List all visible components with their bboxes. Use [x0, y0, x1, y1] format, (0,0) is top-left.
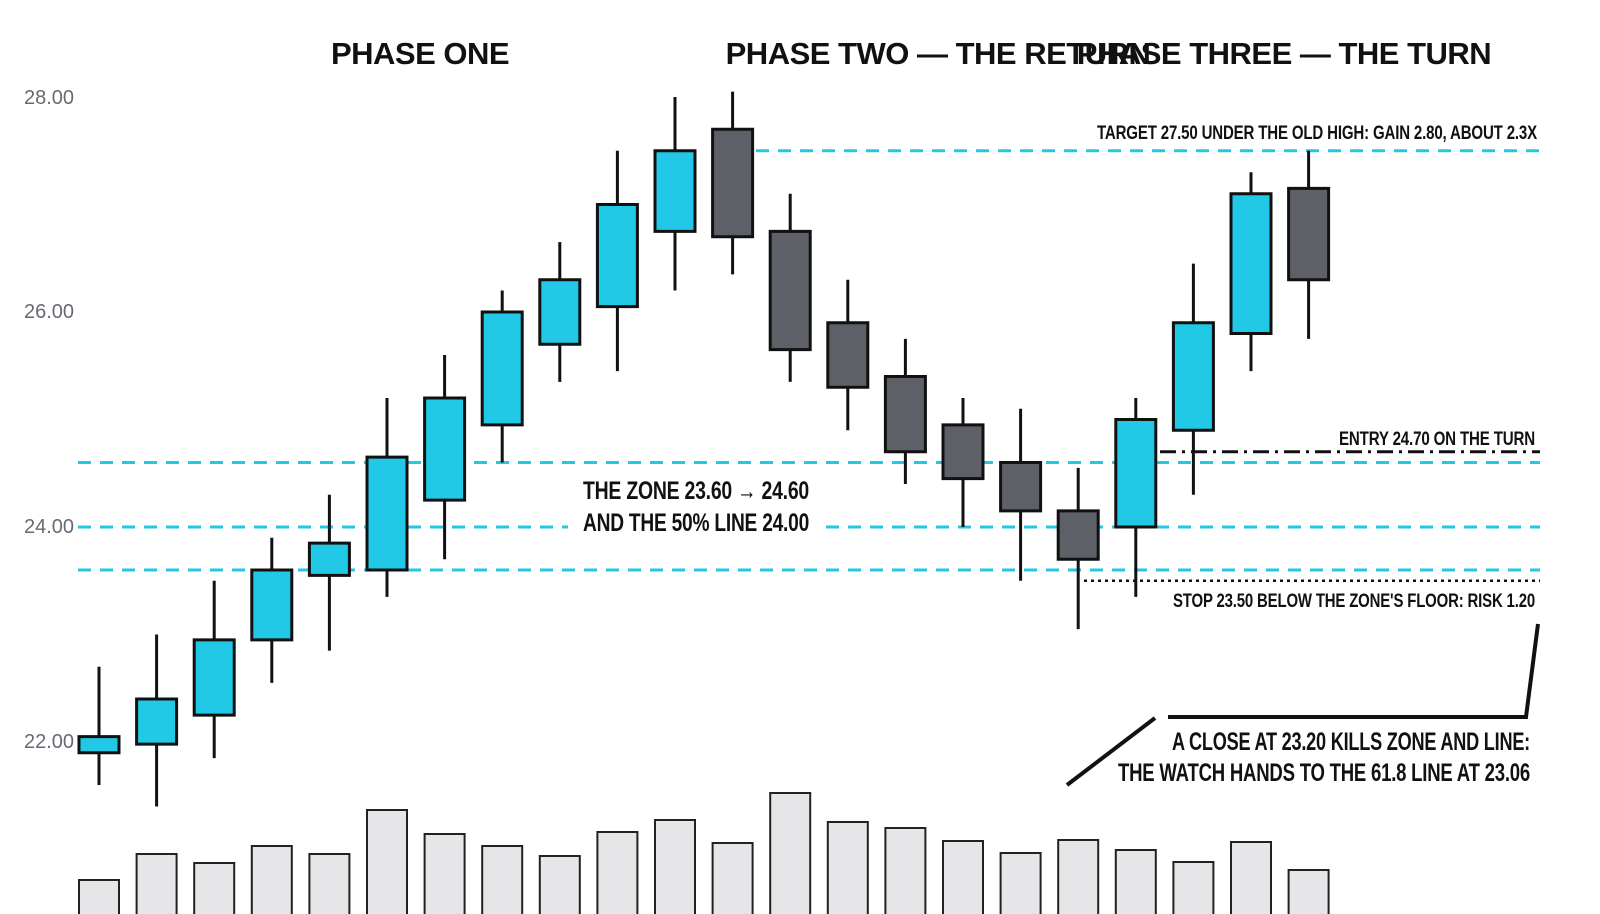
- zone-annotation-line-2: AND THE 50% LINE 24.00: [583, 509, 809, 537]
- kill-annotation-line-1: A CLOSE AT 23.20 KILLS ZONE AND LINE:: [1172, 728, 1530, 756]
- volume-bar: [1114, 849, 1157, 914]
- candle-body-up: [1229, 192, 1273, 335]
- candle-body-up: [307, 541, 351, 577]
- candle: [365, 398, 409, 597]
- candle: [1056, 467, 1100, 630]
- phase-three-heading: PHASE THREE — THE TURN: [1077, 36, 1491, 71]
- candle: [135, 634, 179, 807]
- candle: [192, 580, 236, 759]
- volume-bar: [1230, 841, 1272, 914]
- candle-body-up: [480, 310, 524, 427]
- volume-bar: [538, 855, 581, 914]
- volume-bar: [596, 831, 639, 914]
- candle-body-up: [250, 568, 294, 642]
- candle: [1287, 150, 1331, 339]
- candle-body-up: [423, 396, 467, 502]
- zone-label-backdrop: [568, 470, 824, 542]
- candle-body-up: [595, 203, 639, 309]
- stop-annotation: STOP 23.50 BELOW THE ZONE'S FLOOR: RISK …: [1173, 591, 1535, 612]
- candle: [1229, 172, 1273, 372]
- candle-body-down: [1056, 509, 1100, 561]
- candle: [538, 242, 582, 382]
- volume-bar: [481, 845, 524, 914]
- volume-bar: [654, 819, 696, 914]
- candle-body-up: [1171, 321, 1215, 432]
- y-tick-label: 24.00: [24, 516, 74, 538]
- candle-body-down: [999, 461, 1043, 513]
- candle: [768, 193, 812, 382]
- y-tick-label: 22.00: [24, 731, 74, 753]
- volume-bars: [78, 792, 1330, 914]
- candle-body-down: [1287, 186, 1331, 282]
- candle: [480, 290, 524, 463]
- candle: [595, 150, 639, 372]
- candle: [1171, 263, 1215, 495]
- candle: [250, 537, 294, 683]
- volume-bar: [826, 821, 869, 914]
- volume-bar: [711, 842, 754, 914]
- candle: [941, 398, 985, 527]
- volume-bar: [135, 853, 178, 914]
- volume-bar: [1287, 869, 1330, 914]
- candle-body-up: [77, 735, 121, 755]
- zone-annotation-line-1: THE ZONE 23.60 → 24.60: [583, 477, 809, 505]
- entry-annotation: ENTRY 24.70 ON THE TURN: [1339, 429, 1535, 450]
- candle-body-down: [768, 229, 812, 352]
- phase-one-heading: PHASE ONE: [331, 36, 509, 71]
- candle-body-up: [135, 697, 179, 746]
- volume-bar: [769, 792, 812, 914]
- candle: [826, 279, 870, 431]
- candle: [711, 91, 755, 275]
- candle-body-up: [192, 638, 236, 717]
- y-tick-label: 28.00: [24, 87, 74, 109]
- candle: [307, 494, 351, 651]
- candle: [653, 97, 697, 291]
- kill-callout-slash: [1065, 716, 1157, 787]
- kill-callout-bracket: [1168, 623, 1540, 719]
- candle-body-up: [538, 278, 582, 346]
- volume-bar: [1057, 839, 1100, 914]
- kill-annotation-line-2: THE WATCH HANDS TO THE 61.8 LINE AT 23.0…: [1118, 759, 1530, 787]
- candle-body-down: [883, 375, 927, 454]
- candles: [77, 91, 1331, 807]
- candle-body-up: [653, 149, 697, 233]
- volume-bar: [78, 879, 120, 914]
- volume-bar: [1172, 861, 1215, 914]
- volume-bar: [942, 840, 984, 914]
- candle-body-down: [941, 423, 985, 481]
- volume-bar: [193, 862, 236, 914]
- volume-bar: [308, 853, 351, 914]
- candle: [77, 666, 121, 785]
- candle: [999, 408, 1043, 581]
- y-axis-ticks: 22.00 24.00 26.00 28.00: [24, 87, 74, 753]
- candle-body-up: [365, 455, 409, 572]
- candle-body-up: [1114, 418, 1158, 529]
- volume-bar: [884, 827, 927, 914]
- volume-bar: [366, 809, 408, 914]
- volume-bar: [999, 852, 1042, 914]
- volume-bar: [250, 845, 293, 914]
- volume-bar: [423, 833, 466, 914]
- candle: [883, 338, 927, 484]
- candle-body-down: [826, 321, 870, 389]
- y-tick-label: 26.00: [24, 301, 74, 323]
- phase-two-heading: PHASE TWO — THE RETURN: [726, 36, 1151, 71]
- candle: [423, 355, 467, 560]
- candle-body-down: [711, 127, 755, 239]
- candle: [1114, 398, 1158, 597]
- target-annotation: TARGET 27.50 UNDER THE OLD HIGH: GAIN 2.…: [1097, 123, 1537, 144]
